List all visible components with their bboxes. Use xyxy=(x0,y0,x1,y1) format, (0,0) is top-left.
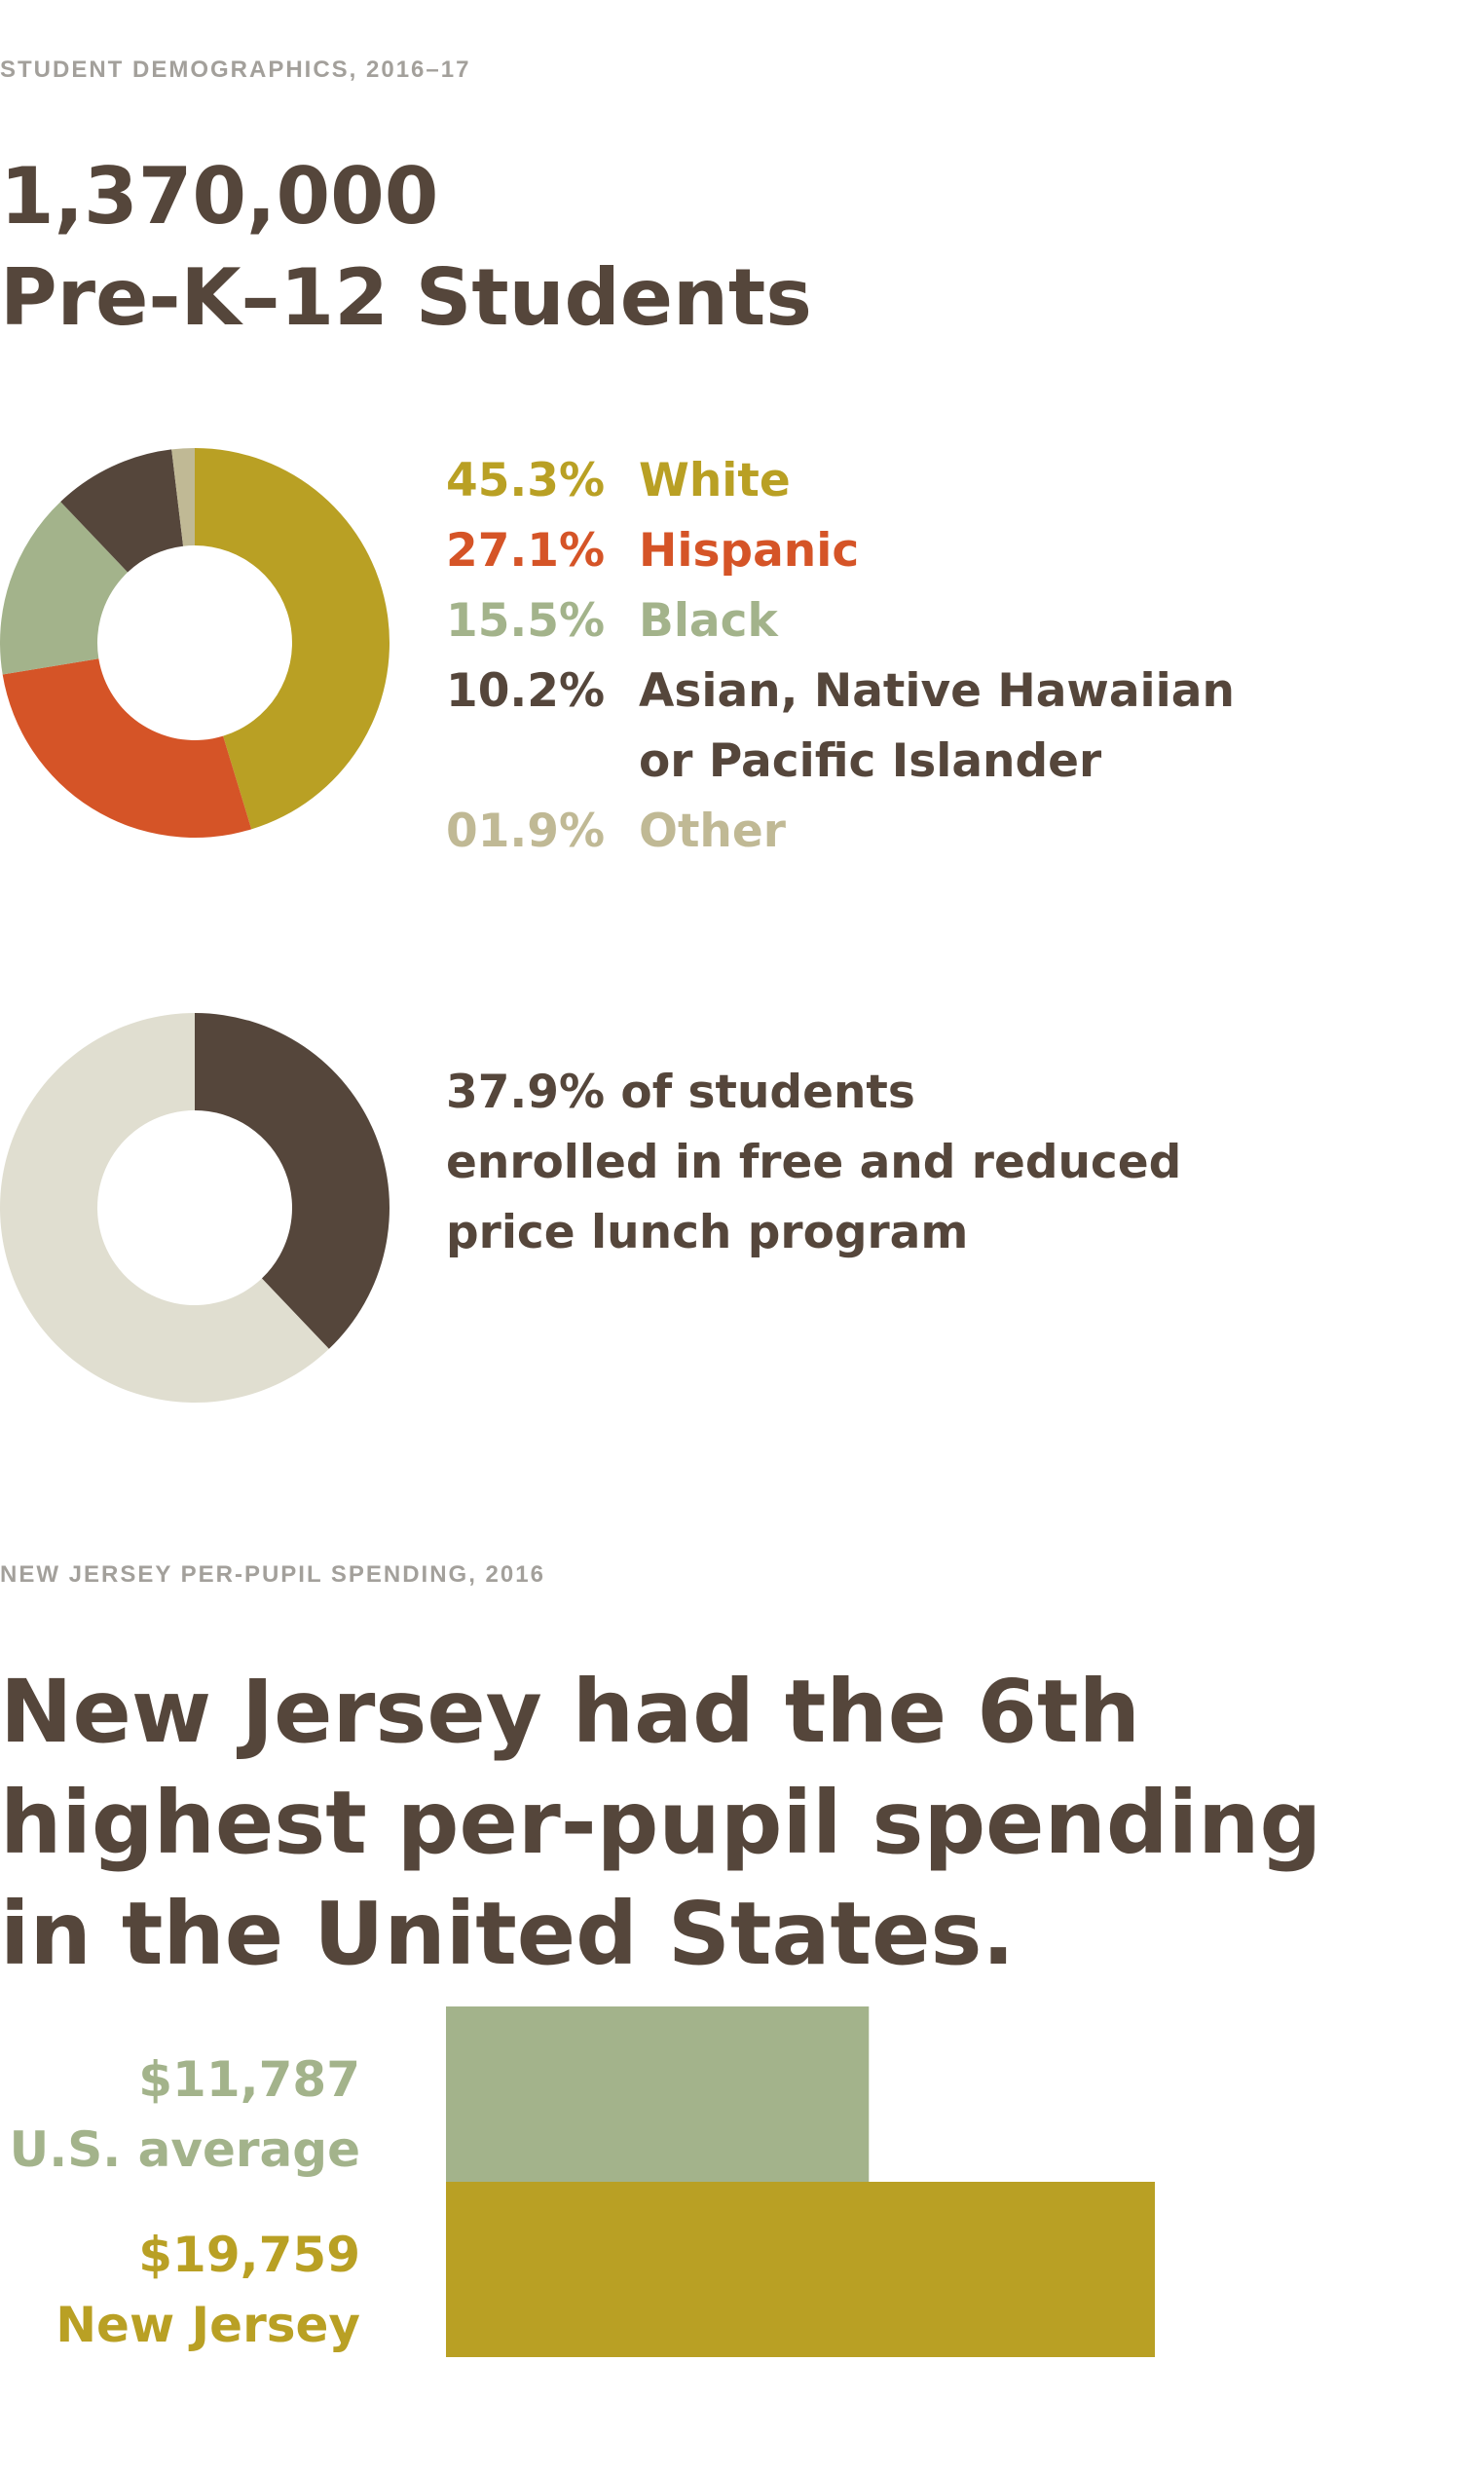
section-eyebrow-demographics: STUDENT DEMOGRAPHICS, 2016–17 xyxy=(0,56,471,83)
headline-line: in the United States. xyxy=(0,1883,1016,1984)
headline-line: Pre-K–12 Students xyxy=(0,252,812,343)
bar-value-label: $11,787 xyxy=(138,2051,360,2108)
donut-slice-0 xyxy=(195,1013,390,1349)
spending-bar xyxy=(446,2182,1155,2357)
demographics-legend: 45.3% White 27.1% Hispanic 15.5% Black 10.2% As… xyxy=(446,446,1235,867)
donut-slice-white xyxy=(195,448,390,830)
bar-category-label: New Jersey xyxy=(56,2297,360,2353)
legend-item: 15.5% Black xyxy=(446,586,1235,656)
per-pupil-spending-bar-chart: $11,787 U.S. average $19,759 New Jersey xyxy=(10,2006,1155,2357)
donut-slice-asian xyxy=(60,449,184,573)
legend-label: Asian, Native Hawaiian or Pacific Island… xyxy=(639,664,1235,788)
legend-item: 01.9% Other xyxy=(446,797,1235,867)
section-eyebrow-spending: NEW JERSEY PER-PUPIL SPENDING, 2016 xyxy=(0,1561,545,1588)
bar-value-label: $19,759 xyxy=(138,2227,360,2283)
legend-label: White xyxy=(639,454,791,507)
headline-line: 1,370,000 xyxy=(0,151,439,242)
legend-percent: 10.2% xyxy=(446,664,606,718)
legend-item: 10.2% Asian, Native Hawaiian or Pacific I… xyxy=(446,656,1235,797)
headline-spending: New Jersey had the 6th highest per-pupil… xyxy=(0,1656,1321,1989)
donut-slice-other xyxy=(171,448,195,546)
legend-item: 45.3% White xyxy=(446,446,1235,516)
bar-category-label: U.S. average xyxy=(10,2121,360,2178)
lunch-program-text: 37.9% of students enrolled in free and r… xyxy=(446,1066,1182,1259)
demographics-donut-chart xyxy=(0,448,390,838)
lunch-program-donut-chart xyxy=(0,1013,390,1403)
donut-slice-black xyxy=(0,502,129,675)
legend-item: 27.1% Hispanic xyxy=(446,516,1235,586)
donut-slice-hispanic xyxy=(2,658,252,838)
headline-line: New Jersey had the 6th xyxy=(0,1661,1140,1762)
legend-label: Hispanic xyxy=(639,524,860,578)
legend-percent: 15.5% xyxy=(446,594,606,648)
legend-percent: 45.3% xyxy=(446,454,606,507)
spending-bar xyxy=(446,2006,870,2182)
legend-label: Black xyxy=(639,594,778,648)
donut-slice-1 xyxy=(0,1013,329,1403)
legend-percent: 01.9% xyxy=(446,805,606,858)
headline-line: highest per-pupil spending xyxy=(0,1772,1322,1873)
headline-student-count: 1,370,000 Pre-K–12 Students xyxy=(0,146,812,349)
legend-label: Other xyxy=(639,805,786,858)
legend-percent: 27.1% xyxy=(446,524,606,578)
